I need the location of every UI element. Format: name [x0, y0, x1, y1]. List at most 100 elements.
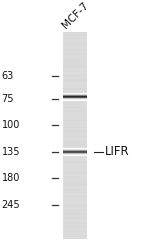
Bar — [63, 142, 87, 143]
Bar — [63, 188, 87, 189]
Bar — [63, 229, 87, 230]
Bar — [63, 40, 87, 41]
Text: 75: 75 — [2, 94, 14, 104]
Bar — [63, 192, 87, 193]
Bar — [63, 116, 87, 117]
Bar — [63, 127, 87, 128]
Bar — [63, 34, 87, 35]
Bar — [63, 104, 87, 105]
Bar — [63, 75, 87, 76]
Bar — [63, 114, 87, 115]
Text: 135: 135 — [2, 147, 20, 157]
Bar — [63, 130, 87, 131]
Bar — [63, 187, 87, 188]
Bar — [63, 163, 87, 164]
Bar — [63, 200, 87, 201]
Bar — [63, 206, 87, 207]
Bar — [63, 103, 87, 104]
Bar — [63, 43, 87, 44]
Bar — [63, 96, 87, 97]
Bar — [63, 156, 87, 157]
Bar — [63, 62, 87, 63]
Bar — [63, 107, 87, 108]
Bar — [63, 235, 87, 236]
Bar — [63, 173, 87, 174]
Bar — [63, 82, 87, 84]
Bar — [63, 198, 87, 199]
Bar — [63, 213, 87, 214]
Bar — [63, 119, 87, 120]
Bar — [63, 175, 87, 176]
Bar — [63, 71, 87, 72]
Bar — [63, 190, 87, 191]
Bar — [63, 148, 87, 149]
Bar — [63, 147, 87, 148]
Bar — [63, 197, 87, 198]
Bar — [63, 72, 87, 73]
Bar — [63, 94, 87, 95]
Bar — [63, 194, 87, 196]
Bar — [63, 141, 87, 142]
Bar — [63, 66, 87, 67]
Bar — [63, 227, 87, 228]
Bar — [63, 145, 87, 146]
Bar — [63, 174, 87, 175]
Bar — [63, 100, 87, 101]
Bar — [63, 70, 87, 71]
Bar — [63, 124, 87, 125]
Bar — [63, 115, 87, 116]
Bar — [63, 176, 87, 177]
Bar — [63, 89, 87, 90]
Bar — [63, 54, 87, 56]
Bar — [63, 232, 87, 233]
Bar — [63, 33, 87, 34]
Bar — [63, 81, 87, 82]
Bar — [63, 169, 87, 170]
Bar — [63, 98, 87, 99]
Bar — [63, 58, 87, 59]
Bar — [63, 65, 87, 66]
Bar — [63, 110, 87, 112]
Bar — [63, 178, 87, 179]
Bar — [63, 168, 87, 169]
Bar — [63, 224, 87, 225]
Bar — [63, 48, 87, 49]
Bar — [63, 144, 87, 145]
Bar — [63, 57, 87, 58]
Bar — [63, 199, 87, 200]
Bar — [63, 105, 87, 106]
Bar — [63, 73, 87, 74]
Bar — [63, 134, 87, 135]
Bar — [63, 181, 87, 182]
Bar — [63, 86, 87, 87]
Bar — [63, 106, 87, 107]
Bar — [63, 237, 87, 238]
Bar — [63, 226, 87, 227]
Bar — [63, 74, 87, 75]
Bar — [63, 172, 87, 173]
Bar — [63, 202, 87, 203]
Bar — [63, 221, 87, 222]
Bar — [63, 136, 87, 137]
Bar — [63, 79, 87, 80]
Bar — [63, 117, 87, 118]
Bar — [63, 37, 87, 38]
Bar — [63, 60, 87, 61]
Text: 100: 100 — [2, 121, 20, 130]
Bar — [63, 36, 87, 37]
Bar — [63, 154, 87, 155]
Bar — [63, 61, 87, 62]
Bar — [63, 112, 87, 113]
Bar — [63, 137, 87, 138]
Bar — [63, 90, 87, 91]
Bar — [63, 45, 87, 46]
Bar — [63, 212, 87, 213]
Bar — [63, 182, 87, 183]
Bar — [63, 162, 87, 163]
Text: 63: 63 — [2, 71, 14, 81]
Bar — [63, 121, 87, 122]
Bar — [63, 165, 87, 166]
Bar — [63, 67, 87, 68]
Bar — [63, 214, 87, 215]
Bar — [63, 53, 87, 54]
